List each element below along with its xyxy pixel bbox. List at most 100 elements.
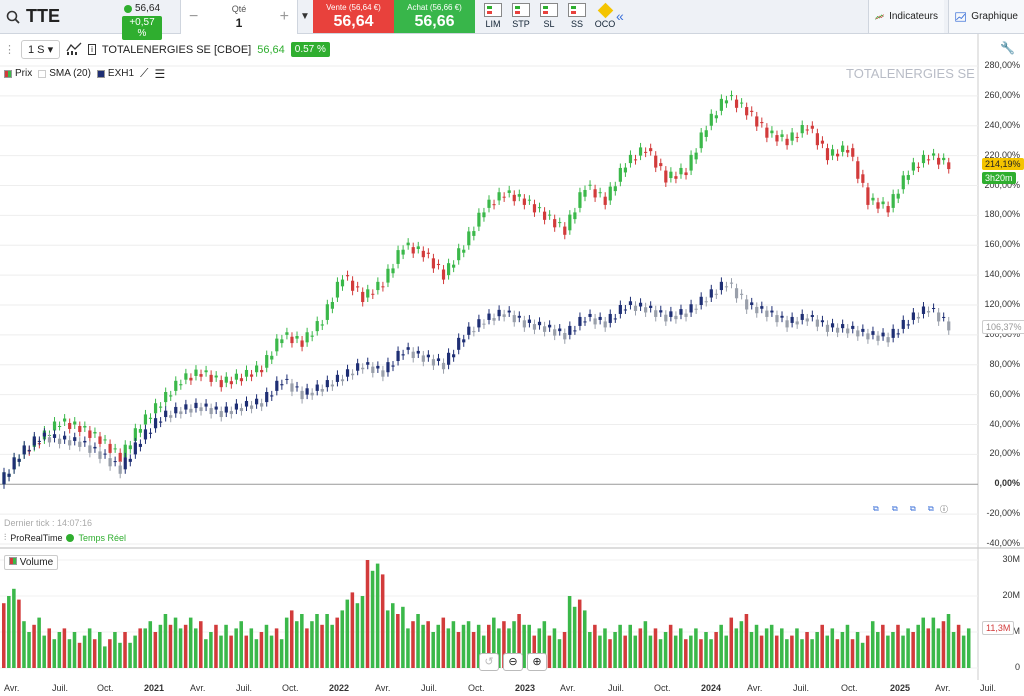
exh-candle bbox=[103, 453, 107, 455]
volume-bar bbox=[951, 632, 956, 668]
volume-bar bbox=[300, 614, 304, 668]
volume-bar bbox=[360, 596, 365, 668]
volume-bar bbox=[870, 621, 875, 668]
volume-bar bbox=[143, 628, 147, 668]
zoom-in-button[interactable]: ⊕ bbox=[527, 653, 547, 671]
order-oco-button[interactable]: OCO bbox=[594, 2, 616, 29]
symbol-search[interactable]: TTE bbox=[6, 6, 60, 27]
volume-bar bbox=[901, 635, 905, 668]
price-candle bbox=[745, 107, 749, 116]
indicators-icon bbox=[875, 13, 884, 20]
qty-plus-button[interactable]: + bbox=[279, 8, 289, 25]
event-icon[interactable]: ⧉ bbox=[928, 504, 934, 513]
indicators-button[interactable]: Indicateurs bbox=[868, 0, 944, 33]
price-candle bbox=[947, 162, 951, 170]
legend-exh[interactable]: EXH1 bbox=[96, 68, 134, 79]
volume-bar bbox=[113, 632, 117, 668]
volume-bar bbox=[446, 628, 451, 668]
change-badge: +0,57 % bbox=[122, 16, 162, 40]
price-candle bbox=[133, 428, 137, 441]
volume-bar bbox=[138, 628, 142, 668]
exh-candle bbox=[189, 408, 193, 413]
exh-candle bbox=[371, 366, 375, 373]
price-candle bbox=[320, 324, 324, 326]
event-icon[interactable]: ⧉ bbox=[910, 504, 916, 513]
price-candle bbox=[780, 134, 784, 137]
price-candle bbox=[689, 154, 693, 171]
volume-bar bbox=[431, 632, 435, 668]
chevron-down-icon[interactable]: ▼ bbox=[300, 11, 310, 22]
volume-bar bbox=[52, 639, 57, 668]
info-icon[interactable]: i bbox=[88, 44, 96, 55]
price-candle bbox=[644, 151, 648, 153]
order-types: LIM STP SL SS OCO bbox=[482, 2, 616, 29]
order-stp-button[interactable]: STP bbox=[510, 3, 532, 29]
volume-bar bbox=[623, 635, 627, 668]
volume-bar bbox=[567, 596, 572, 668]
event-icon[interactable]: ⧉ bbox=[892, 504, 898, 513]
price-candle bbox=[810, 125, 814, 129]
list-icon[interactable]: ☰ bbox=[154, 66, 166, 81]
legend-sma[interactable]: SMA (20) bbox=[38, 68, 91, 79]
exh-candle bbox=[532, 324, 537, 330]
volume-bar bbox=[7, 596, 11, 668]
time-tick: Avr. bbox=[190, 683, 206, 693]
exh-candle bbox=[164, 410, 168, 418]
price-chart[interactable] bbox=[0, 34, 1024, 696]
volume-bar bbox=[764, 628, 769, 668]
collapse-double-chevron-icon[interactable]: « bbox=[616, 8, 624, 24]
exh-candle bbox=[366, 362, 370, 365]
legend-price[interactable]: Prix bbox=[4, 68, 32, 79]
qty-minus-button[interactable]: − bbox=[189, 8, 199, 25]
exh-candle bbox=[350, 373, 355, 376]
price-candle bbox=[431, 258, 436, 269]
volume-bar bbox=[512, 621, 516, 668]
exh-candle bbox=[2, 472, 6, 485]
timer-tag: 3h20m bbox=[982, 172, 1016, 184]
buy-button[interactable]: Achat (56,66 €) 56,66 bbox=[394, 0, 475, 33]
undo-button[interactable]: ↺ bbox=[479, 653, 499, 671]
exh-candle bbox=[608, 313, 612, 323]
price-candle bbox=[477, 212, 481, 227]
chart-button[interactable]: Graphique bbox=[948, 0, 1024, 33]
price-candle bbox=[371, 293, 375, 295]
info-icon[interactable]: ⓘ bbox=[940, 505, 948, 514]
price-candle bbox=[174, 380, 178, 391]
volume-bar bbox=[790, 635, 794, 668]
wrench-icon[interactable]: 🔧 bbox=[1000, 41, 1015, 55]
timeframe-select[interactable]: 1 S ▾ bbox=[21, 40, 61, 59]
qty-value[interactable]: 1 bbox=[235, 16, 243, 30]
exh-candle bbox=[275, 380, 279, 391]
exh-candle bbox=[644, 307, 648, 313]
exh-candle bbox=[184, 404, 188, 410]
exh-candle bbox=[98, 451, 102, 459]
price-candle bbox=[345, 275, 350, 277]
sell-button[interactable]: Vente (56,64 €) 56,64 bbox=[313, 0, 394, 33]
exh-candle bbox=[467, 326, 471, 335]
ticker-symbol[interactable]: TTE bbox=[26, 6, 60, 26]
price-candle bbox=[184, 373, 188, 380]
quantity-stepper[interactable]: − Qté 1 + bbox=[180, 0, 298, 34]
exh-candle bbox=[760, 306, 764, 309]
price-candle bbox=[467, 231, 471, 246]
chart-type-icon[interactable] bbox=[66, 41, 82, 58]
price-candle bbox=[841, 145, 845, 152]
volume-bar bbox=[487, 624, 491, 668]
price-candle bbox=[704, 130, 708, 137]
price-candle bbox=[871, 197, 875, 201]
draw-line-icon[interactable]: ⟋ bbox=[140, 66, 149, 80]
drag-handle-icon[interactable]: ⋮ bbox=[4, 44, 15, 56]
exh-candle bbox=[325, 380, 329, 388]
exh-candle bbox=[320, 389, 324, 392]
event-icon[interactable]: ⧉ bbox=[873, 504, 879, 513]
zoom-out-button[interactable]: ⊖ bbox=[503, 653, 523, 671]
order-sl-button[interactable]: SL bbox=[538, 3, 560, 29]
exh-candle bbox=[921, 306, 926, 314]
volume-bar bbox=[785, 639, 789, 668]
order-ss-button[interactable]: SS bbox=[566, 3, 588, 29]
volume-bar bbox=[451, 621, 456, 668]
price-tick: 140,00% bbox=[984, 269, 1020, 280]
order-lim-button[interactable]: LIM bbox=[482, 3, 504, 29]
price-swatch-icon bbox=[4, 69, 12, 78]
exh-candle bbox=[482, 323, 486, 325]
